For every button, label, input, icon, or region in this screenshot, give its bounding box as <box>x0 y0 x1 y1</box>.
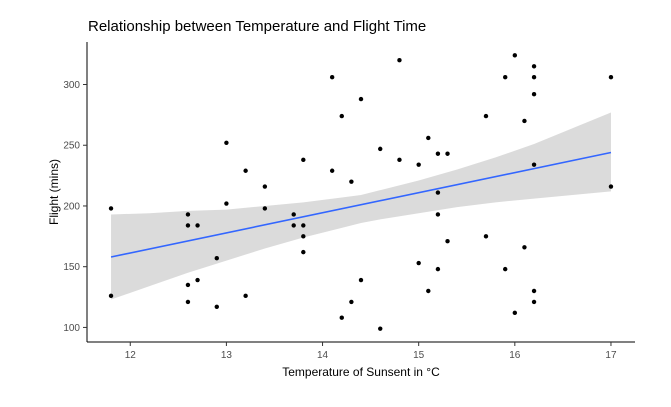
data-points-layer <box>108 53 614 331</box>
data-point <box>339 315 344 320</box>
y-tick-label: 300 <box>63 80 80 91</box>
data-point <box>426 135 431 141</box>
x-tick-label: 16 <box>509 350 521 361</box>
data-point <box>435 190 441 195</box>
data-point <box>301 223 306 228</box>
data-point <box>522 245 527 250</box>
y-axis-label: Flight (mins) <box>47 159 61 225</box>
fit-line <box>110 151 612 258</box>
data-point <box>445 151 450 156</box>
data-point <box>301 157 306 163</box>
data-point <box>503 266 508 272</box>
data-point <box>378 326 383 331</box>
y-ticks: 100 150 200 250 300 <box>63 80 87 334</box>
data-point <box>329 75 335 80</box>
x-tick-label: 14 <box>317 350 329 361</box>
x-ticks: 12 13 14 15 16 17 <box>125 342 617 361</box>
data-point <box>435 266 441 272</box>
data-point <box>214 255 219 261</box>
data-point <box>358 96 364 102</box>
data-point <box>531 64 537 69</box>
data-point <box>435 212 441 217</box>
data-point <box>416 260 421 266</box>
data-point <box>608 75 614 80</box>
data-point <box>531 288 537 294</box>
x-tick-label: 17 <box>605 350 617 361</box>
data-point <box>503 75 508 80</box>
x-tick-label: 13 <box>221 350 233 361</box>
data-point <box>522 118 527 124</box>
data-point <box>349 299 354 305</box>
data-point <box>291 223 296 228</box>
data-point <box>435 151 441 156</box>
data-point <box>531 92 537 97</box>
data-point <box>445 238 450 244</box>
x-axis-label: Temperature of Sunsent in °C <box>282 365 440 379</box>
data-point <box>243 168 248 173</box>
data-point <box>185 299 191 305</box>
data-point <box>358 277 364 283</box>
y-tick-label: 200 <box>63 201 80 212</box>
data-point <box>214 304 219 309</box>
data-point <box>262 184 268 189</box>
data-point <box>195 277 200 283</box>
data-point <box>349 179 354 184</box>
data-point <box>224 201 229 206</box>
data-point <box>483 234 489 239</box>
y-tick-label: 250 <box>63 141 80 152</box>
data-point <box>108 293 114 299</box>
data-point <box>108 206 114 211</box>
data-point <box>531 299 537 305</box>
data-point <box>262 206 268 211</box>
data-point <box>531 162 537 167</box>
data-point <box>291 212 296 217</box>
data-point <box>329 168 335 173</box>
y-tick-label: 150 <box>63 262 80 273</box>
data-point <box>339 113 344 119</box>
data-point <box>195 223 200 228</box>
data-point <box>512 53 518 58</box>
data-point <box>512 310 518 316</box>
y-tick-label: 100 <box>63 323 80 334</box>
data-point <box>397 58 402 63</box>
data-point <box>224 140 229 146</box>
confidence-band-layer <box>111 112 611 300</box>
data-point <box>397 157 402 163</box>
data-point <box>185 282 191 288</box>
data-point <box>301 234 306 239</box>
data-point <box>185 223 191 228</box>
chart-title: Relationship between Temperature and Fli… <box>88 18 426 35</box>
data-point <box>608 184 614 189</box>
data-point <box>531 75 537 80</box>
data-point <box>426 288 431 294</box>
fit-line-layer <box>110 151 612 258</box>
data-point <box>243 293 248 299</box>
confidence-band <box>111 112 611 300</box>
data-point <box>301 249 306 255</box>
x-tick-label: 12 <box>125 350 137 361</box>
data-point <box>378 146 383 152</box>
data-point <box>483 113 489 119</box>
data-point <box>185 212 191 217</box>
data-point <box>416 162 421 167</box>
x-tick-label: 15 <box>413 350 425 361</box>
